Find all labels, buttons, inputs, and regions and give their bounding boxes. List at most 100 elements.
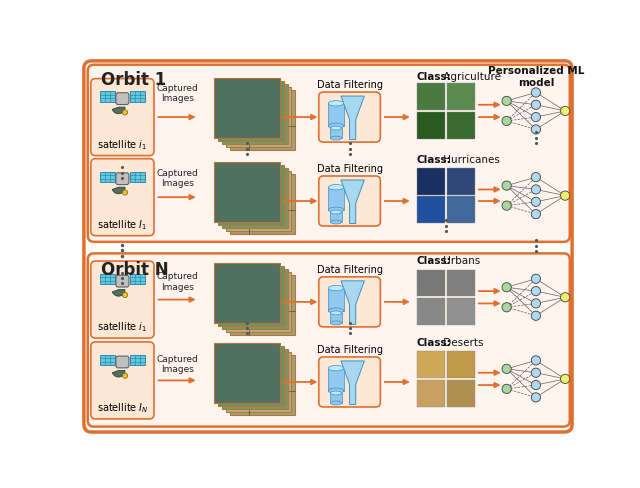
Ellipse shape: [328, 207, 344, 212]
Circle shape: [531, 311, 541, 320]
FancyBboxPatch shape: [218, 346, 284, 406]
FancyBboxPatch shape: [328, 288, 344, 311]
Circle shape: [531, 356, 541, 365]
Text: Class:: Class:: [417, 155, 451, 165]
Text: Deserts: Deserts: [440, 338, 483, 348]
FancyBboxPatch shape: [222, 168, 287, 228]
FancyBboxPatch shape: [131, 91, 145, 102]
Circle shape: [531, 173, 541, 182]
Text: Data Filtering: Data Filtering: [317, 345, 383, 355]
FancyBboxPatch shape: [230, 355, 295, 415]
FancyBboxPatch shape: [328, 368, 344, 391]
FancyBboxPatch shape: [131, 274, 145, 285]
FancyBboxPatch shape: [328, 103, 344, 126]
Circle shape: [531, 299, 541, 308]
Polygon shape: [341, 281, 364, 325]
FancyBboxPatch shape: [230, 90, 295, 150]
Circle shape: [531, 368, 541, 377]
Circle shape: [531, 393, 541, 402]
Wedge shape: [113, 187, 125, 194]
FancyBboxPatch shape: [226, 272, 291, 332]
Text: Orbit 1: Orbit 1: [101, 71, 166, 89]
FancyBboxPatch shape: [116, 356, 129, 368]
Ellipse shape: [328, 388, 344, 393]
FancyBboxPatch shape: [319, 92, 380, 142]
FancyBboxPatch shape: [100, 274, 115, 285]
Text: Agriculture: Agriculture: [440, 72, 500, 81]
FancyBboxPatch shape: [447, 196, 475, 224]
Ellipse shape: [330, 391, 342, 395]
Ellipse shape: [330, 321, 342, 325]
FancyBboxPatch shape: [116, 173, 129, 184]
Circle shape: [561, 106, 570, 116]
FancyBboxPatch shape: [319, 357, 380, 407]
Circle shape: [502, 283, 511, 292]
FancyBboxPatch shape: [88, 65, 570, 242]
Polygon shape: [341, 361, 364, 405]
Circle shape: [122, 190, 127, 195]
FancyBboxPatch shape: [230, 174, 295, 234]
Ellipse shape: [328, 366, 344, 371]
FancyBboxPatch shape: [447, 269, 475, 297]
Ellipse shape: [330, 220, 342, 224]
Text: Captured
Images: Captured Images: [157, 84, 199, 103]
Ellipse shape: [330, 210, 342, 214]
FancyBboxPatch shape: [330, 313, 342, 323]
FancyBboxPatch shape: [226, 87, 291, 147]
Circle shape: [502, 96, 511, 105]
FancyBboxPatch shape: [447, 298, 475, 325]
FancyBboxPatch shape: [218, 165, 284, 225]
Text: Hurricanes: Hurricanes: [440, 155, 500, 165]
Text: Data Filtering: Data Filtering: [317, 265, 383, 275]
FancyBboxPatch shape: [131, 355, 145, 365]
Ellipse shape: [328, 285, 344, 291]
FancyBboxPatch shape: [214, 78, 280, 138]
FancyBboxPatch shape: [447, 83, 475, 110]
FancyBboxPatch shape: [91, 159, 154, 236]
Circle shape: [531, 112, 541, 122]
Circle shape: [561, 293, 570, 302]
Ellipse shape: [328, 308, 344, 313]
FancyBboxPatch shape: [330, 128, 342, 138]
Polygon shape: [341, 180, 364, 224]
Ellipse shape: [328, 184, 344, 190]
Wedge shape: [113, 290, 125, 296]
FancyBboxPatch shape: [91, 79, 154, 156]
FancyBboxPatch shape: [417, 298, 445, 325]
Text: Data Filtering: Data Filtering: [317, 164, 383, 174]
Circle shape: [502, 384, 511, 393]
FancyBboxPatch shape: [91, 261, 154, 338]
FancyBboxPatch shape: [417, 83, 445, 110]
FancyBboxPatch shape: [91, 342, 154, 419]
Circle shape: [531, 125, 541, 134]
FancyBboxPatch shape: [319, 176, 380, 226]
Ellipse shape: [330, 136, 342, 140]
Ellipse shape: [330, 401, 342, 405]
Circle shape: [502, 181, 511, 190]
Text: satellite $I_N$: satellite $I_N$: [97, 401, 148, 415]
FancyBboxPatch shape: [84, 61, 572, 432]
FancyBboxPatch shape: [330, 212, 342, 222]
FancyBboxPatch shape: [417, 351, 445, 378]
Wedge shape: [113, 107, 125, 114]
Text: Captured
Images: Captured Images: [157, 272, 199, 292]
Circle shape: [122, 373, 127, 378]
FancyBboxPatch shape: [447, 380, 475, 407]
FancyBboxPatch shape: [230, 275, 295, 335]
Circle shape: [531, 88, 541, 97]
FancyBboxPatch shape: [417, 112, 445, 139]
Circle shape: [561, 374, 570, 384]
Circle shape: [502, 303, 511, 312]
FancyBboxPatch shape: [417, 380, 445, 407]
FancyBboxPatch shape: [218, 266, 284, 326]
FancyBboxPatch shape: [214, 263, 280, 323]
Circle shape: [531, 286, 541, 296]
FancyBboxPatch shape: [100, 171, 115, 182]
FancyBboxPatch shape: [226, 352, 291, 412]
FancyBboxPatch shape: [447, 351, 475, 378]
Circle shape: [531, 381, 541, 389]
FancyBboxPatch shape: [330, 393, 342, 403]
Text: Class:: Class:: [417, 257, 451, 266]
FancyBboxPatch shape: [116, 93, 129, 104]
Text: Class:: Class:: [417, 72, 451, 81]
